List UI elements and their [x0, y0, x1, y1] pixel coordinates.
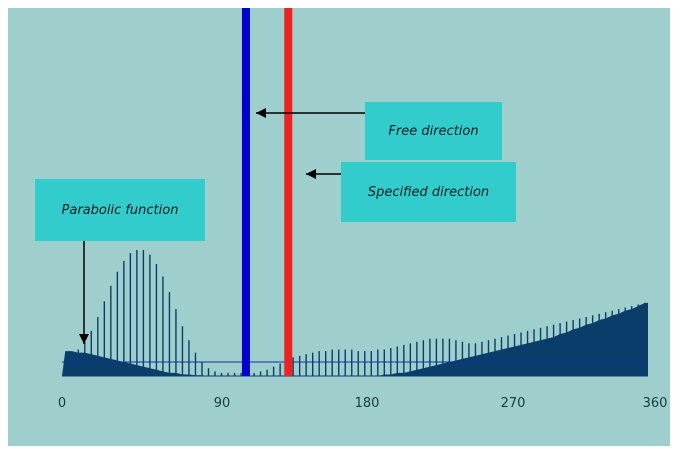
- annotation-arrows: [79, 108, 365, 344]
- x-tick-label: 270: [501, 396, 526, 411]
- threshold-line: [62, 361, 648, 377]
- x-axis-ticks: 0 90 180 270 360: [58, 396, 668, 411]
- specified-direction-label: Specified direction: [367, 184, 490, 200]
- free-direction-arrow-head: [256, 108, 266, 118]
- x-tick-label: 90: [214, 396, 231, 411]
- parabolic-function-area: [62, 302, 648, 376]
- specified-direction-marker: [284, 8, 293, 376]
- x-tick-label: 180: [355, 396, 380, 411]
- specified-direction-callout: Specified direction: [341, 162, 516, 222]
- direction-markers: [241, 8, 293, 376]
- parabolic-function-arrow-head: [79, 334, 89, 344]
- x-tick-label: 0: [58, 396, 66, 411]
- parabolic-function-label: Parabolic function: [61, 202, 179, 218]
- free-direction-label: Free direction: [388, 123, 479, 139]
- free-direction-callout: Free direction: [365, 102, 502, 160]
- x-tick-label: 360: [643, 396, 668, 411]
- parabolic-area: [62, 302, 648, 376]
- free-direction-marker: [241, 8, 250, 376]
- parabolic-function-callout: Parabolic function: [35, 179, 205, 241]
- specified-direction-arrow-head: [306, 169, 316, 179]
